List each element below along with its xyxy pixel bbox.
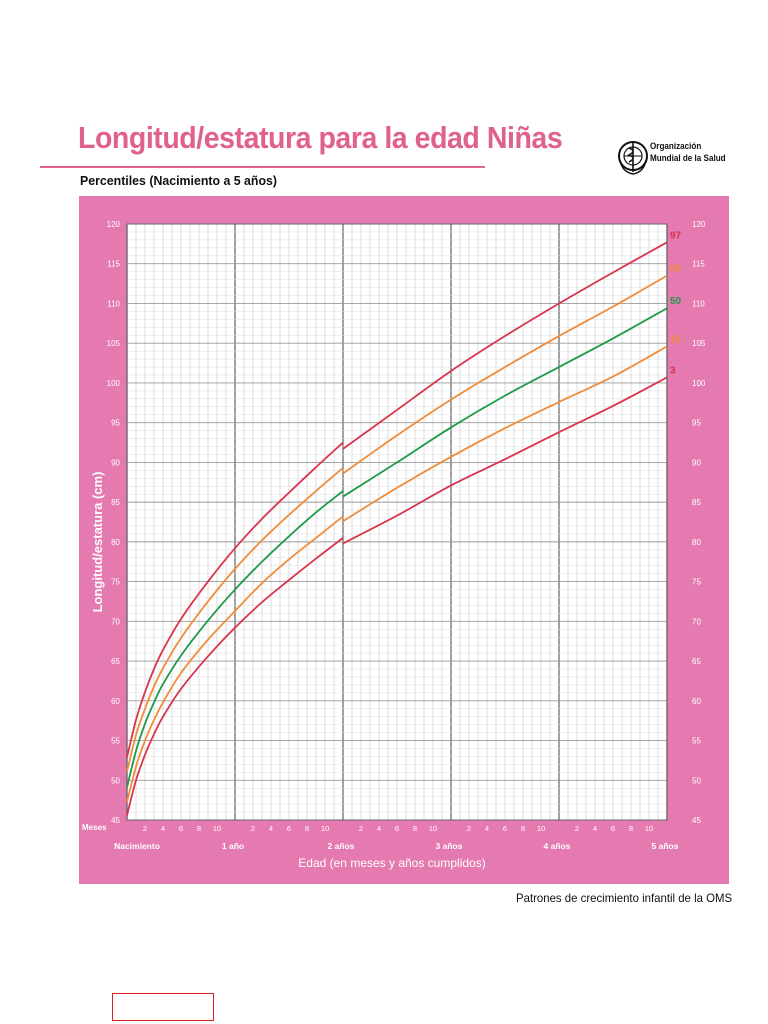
x-month-tick-label: 8: [305, 824, 309, 833]
y-tick-label-left: 95: [111, 419, 120, 428]
chart-subtitle: Percentiles (Nacimiento a 5 años): [80, 173, 277, 188]
percentile-50-line-2y-to-5y: [342, 307, 668, 498]
percentile-85-line-birth-to-2y: [126, 467, 344, 772]
x-month-tick-label: 8: [521, 824, 525, 833]
months-label: Meses: [82, 823, 107, 832]
percentile-85-series: 85: [126, 264, 682, 772]
percentile-50-line-birth-to-2y: [126, 490, 344, 788]
source-note: Patrones de crecimiento infantil de la O…: [516, 891, 733, 905]
percentile-97-line-birth-to-2y: [126, 441, 344, 758]
percentile-3-series: 3: [126, 365, 676, 816]
x-month-tick-label: 10: [537, 824, 545, 833]
y-tick-label-left: 55: [111, 737, 120, 746]
y-tick-label-left: 90: [111, 458, 120, 467]
who-logo: Organización Mundial de la Salud: [616, 136, 726, 180]
y-tick-label-left: 110: [107, 299, 120, 308]
y-tick-label-right: 115: [692, 260, 705, 269]
y-tick-label-right: 90: [692, 458, 701, 467]
y-tick-label-right: 120: [692, 220, 706, 229]
x-month-tick-label: 6: [287, 824, 291, 833]
x-month-tick-label: 6: [395, 824, 399, 833]
x-month-tick-label: 8: [197, 824, 201, 833]
x-month-tick-label: 4: [269, 824, 273, 833]
y-tick-label-left: 75: [111, 578, 120, 587]
percentile-15-label: 15: [670, 334, 682, 345]
y-tick-label-right: 65: [692, 657, 701, 666]
x-month-tick-label: 10: [645, 824, 653, 833]
x-month-tick-label: 10: [213, 824, 221, 833]
x-month-tick-label: 2: [143, 824, 147, 833]
y-tick-label-left: 65: [111, 657, 120, 666]
x-year-label: 2 años: [328, 841, 355, 851]
y-tick-label-right: 70: [692, 617, 701, 626]
percentile-50-label: 50: [670, 296, 682, 307]
y-tick-label-left: 60: [111, 697, 120, 706]
x-month-tick-label: 2: [251, 824, 255, 833]
y-tick-label-left: 45: [111, 816, 120, 825]
x-month-tick-label: 4: [485, 824, 489, 833]
plot-border: [126, 223, 668, 821]
y-tick-label-right: 45: [692, 816, 701, 825]
percentile-85-line-2y-to-5y: [342, 274, 668, 475]
y-tick-label-left: 100: [107, 379, 121, 388]
y-tick-label-left: 105: [107, 339, 121, 348]
x-month-tick-label: 8: [629, 824, 633, 833]
page-title: Longitud/estatura para la edad Niñas: [78, 120, 563, 155]
y-tick-label-left: 85: [111, 498, 120, 507]
y-tick-label-left: 50: [111, 776, 120, 785]
y-tick-label-right: 80: [692, 538, 701, 547]
percentile-97-line-2y-to-5y: [342, 241, 668, 450]
y-tick-label-left: 80: [111, 538, 120, 547]
percentile-15-line-birth-to-2y: [126, 515, 344, 802]
y-axis-label: Longitud/estatura (cm): [90, 472, 105, 613]
y-tick-label-right: 95: [692, 419, 701, 428]
y-tick-label-left: 115: [107, 260, 120, 269]
y-tick-label-right: 55: [692, 737, 701, 746]
x-month-tick-label: 2: [467, 824, 471, 833]
x-month-tick-label: 4: [161, 824, 165, 833]
x-year-label: 4 años: [544, 841, 571, 851]
y-tick-label-right: 105: [692, 339, 706, 348]
percentile-97-label: 97: [670, 230, 682, 241]
percentile-15-line-2y-to-5y: [342, 345, 668, 522]
x-month-tick-label: 2: [359, 824, 363, 833]
x-month-tick-label: 6: [503, 824, 507, 833]
percentile-3-line-2y-to-5y: [342, 376, 668, 545]
x-month-tick-label: 4: [593, 824, 597, 833]
y-tick-label-right: 60: [692, 697, 701, 706]
who-name-line1: Organización: [650, 141, 702, 151]
percentile-85-label: 85: [670, 264, 682, 275]
x-axis-label: Edad (en meses y años cumplidos): [298, 856, 485, 870]
grid: [126, 223, 668, 821]
x-month-tick-label: 2: [575, 824, 579, 833]
red-annotation-box: [112, 993, 214, 1021]
x-month-tick-label: 6: [179, 824, 183, 833]
x-month-tick-label: 10: [321, 824, 329, 833]
y-tick-label-right: 50: [692, 776, 701, 785]
x-year-label: 3 años: [436, 841, 463, 851]
percentile-97-series: 97: [126, 230, 682, 758]
y-tick-label-right: 100: [692, 379, 706, 388]
x-year-label: 1 año: [222, 841, 244, 851]
percentile-50-series: 50: [126, 296, 682, 788]
x-month-tick-label: 8: [413, 824, 417, 833]
who-emblem-icon: [618, 141, 648, 175]
who-name-line2: Mundial de la Salud: [650, 153, 726, 163]
y-tick-label-right: 85: [692, 498, 701, 507]
y-tick-label-right: 110: [692, 299, 705, 308]
percentile-3-line-birth-to-2y: [126, 537, 344, 816]
percentile-15-series: 15: [126, 334, 682, 802]
x-month-tick-label: 6: [611, 824, 615, 833]
title-underline: [40, 166, 485, 168]
y-tick-label-left: 120: [107, 220, 121, 229]
y-tick-label-left: 70: [111, 617, 120, 626]
x-year-label: 5 años: [652, 841, 679, 851]
y-tick-label-right: 75: [692, 578, 701, 587]
x-month-tick-label: 10: [429, 824, 437, 833]
percentile-3-label: 3: [670, 365, 676, 376]
x-year-label: Nacimiento: [114, 841, 160, 851]
x-month-tick-label: 4: [377, 824, 381, 833]
who-name: Organización Mundial de la Salud: [650, 140, 726, 164]
